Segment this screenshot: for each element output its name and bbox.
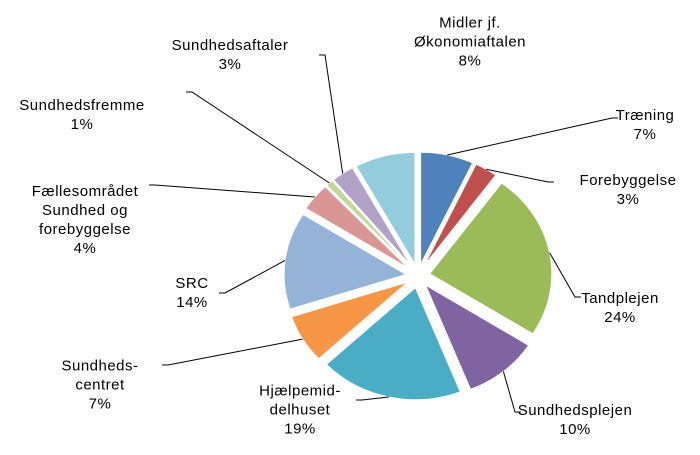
slice-label: Sundhedsplejen 10% <box>518 401 633 439</box>
leader-line <box>486 168 554 183</box>
leader-line <box>149 184 315 198</box>
pie-slice <box>423 163 497 266</box>
slice-label: Fællesområdet Sundhed og forebyggelse 4% <box>32 182 139 258</box>
pie-slice <box>355 151 416 267</box>
category-label: Midler jf. Økonomiaftalen <box>413 14 527 51</box>
leader-line <box>356 396 389 401</box>
slice-label: Forebyggelse 3% <box>580 171 677 209</box>
leader-line <box>549 252 581 298</box>
leader-line <box>319 54 344 174</box>
value-label: 7% <box>633 126 657 143</box>
value-label: 7% <box>88 395 112 413</box>
slice-label: Træning 7% <box>616 106 675 144</box>
category-label: Hjælpemid- delhuset <box>259 382 341 419</box>
pie-slice <box>305 186 410 269</box>
leader-line <box>219 260 286 294</box>
value-label: 10% <box>559 421 591 438</box>
slice-label: Tandplejen 24% <box>581 289 659 327</box>
category-label: SRC <box>175 275 209 292</box>
slice-label: Sundhedsaftaler 3% <box>172 36 289 74</box>
slice-label: Hjælpemid- delhuset 19% <box>259 382 341 439</box>
category-label: Sundheds- centret <box>61 357 139 394</box>
pie-slice <box>424 284 530 391</box>
category-label: Sundhedsfremme <box>19 97 145 114</box>
category-label: Forebyggelse <box>579 172 677 189</box>
category-label: Fællesområdet Sundhed og forebyggelse <box>31 183 139 238</box>
leader-line <box>502 371 521 413</box>
value-label: 24% <box>604 309 636 326</box>
slice-label: Sundheds- centret 7% <box>61 357 138 414</box>
value-label: 3% <box>616 191 640 208</box>
value-label: 1% <box>70 116 94 133</box>
leader-line <box>186 91 330 184</box>
category-label: Tandplejen <box>581 290 659 307</box>
slice-label: Sundhedsfremme 1% <box>19 96 144 134</box>
category-label: Sundhedsaftaler <box>171 37 289 54</box>
value-label: 4% <box>73 240 97 257</box>
value-label: 19% <box>284 420 316 438</box>
value-label: 8% <box>458 52 482 70</box>
pie-slice <box>283 213 408 310</box>
category-label: Træning <box>615 107 675 124</box>
slice-label: Midler jf. Økonomiaftalen 8% <box>414 14 526 71</box>
pie-slice <box>332 167 412 267</box>
pie-slice <box>429 182 553 335</box>
category-label: Sundhedsplejen <box>517 402 633 419</box>
leader-line <box>162 338 303 366</box>
value-label: 3% <box>218 56 242 73</box>
leader-line <box>447 117 618 156</box>
slice-label: SRC 14% <box>175 274 208 312</box>
value-label: 14% <box>176 294 208 311</box>
